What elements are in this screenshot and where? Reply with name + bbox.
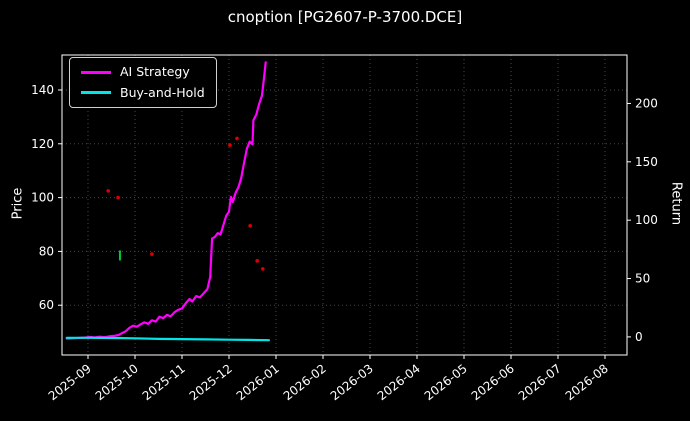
svg-text:120: 120 — [31, 137, 54, 151]
svg-text:50: 50 — [635, 272, 650, 286]
ai-strategy-line — [65, 61, 267, 340]
svg-text:100: 100 — [635, 213, 658, 227]
svg-text:60: 60 — [39, 298, 54, 312]
plot-frame — [61, 54, 628, 356]
x-tick-labels: 2025-092025-102025-112025-122026-012026-… — [46, 355, 611, 403]
svg-text:2026-06: 2026-06 — [469, 361, 517, 403]
legend-label-buy-and-hold: Buy-and-Hold — [120, 84, 205, 100]
svg-text:2025-10: 2025-10 — [93, 361, 141, 403]
svg-text:2025-09: 2025-09 — [46, 361, 94, 403]
svg-text:2026-01: 2026-01 — [234, 361, 282, 403]
legend-label-ai-strategy: AI Strategy — [120, 64, 190, 79]
legend: AI Strategy Buy-and-Hold — [69, 57, 217, 108]
buy-and-hold-line — [65, 336, 270, 342]
ai-strategy-line-swatch — [81, 70, 111, 74]
svg-text:0: 0 — [635, 330, 643, 344]
svg-text:200: 200 — [635, 96, 658, 110]
svg-text:140: 140 — [31, 83, 54, 97]
svg-text:80: 80 — [39, 244, 54, 258]
y-tick-labels-return: 0 50 100 150 200 — [627, 96, 658, 344]
trade-markers — [106, 136, 265, 271]
chart-title: cnoption [PG2607-P-3700.DCE] — [227, 8, 463, 26]
svg-text:2026-02: 2026-02 — [281, 361, 329, 403]
y-tick-labels-price: 60 80 100 120 140 — [31, 83, 62, 312]
legend-item-buy-and-hold: Buy-and-Hold — [81, 84, 205, 100]
svg-text:2026-07: 2026-07 — [516, 361, 564, 403]
svg-text:2026-08: 2026-08 — [563, 361, 611, 403]
svg-text:2025-11: 2025-11 — [140, 361, 188, 403]
svg-text:2026-05: 2026-05 — [422, 361, 470, 403]
svg-text:2026-03: 2026-03 — [328, 361, 376, 403]
svg-text:150: 150 — [635, 155, 658, 169]
legend-item-ai-strategy: AI Strategy — [81, 64, 205, 79]
buy-and-hold-line-swatch — [81, 91, 111, 95]
svg-text:2026-04: 2026-04 — [375, 361, 423, 403]
svg-text:2025-12: 2025-12 — [187, 361, 235, 403]
svg-text:100: 100 — [31, 191, 54, 205]
